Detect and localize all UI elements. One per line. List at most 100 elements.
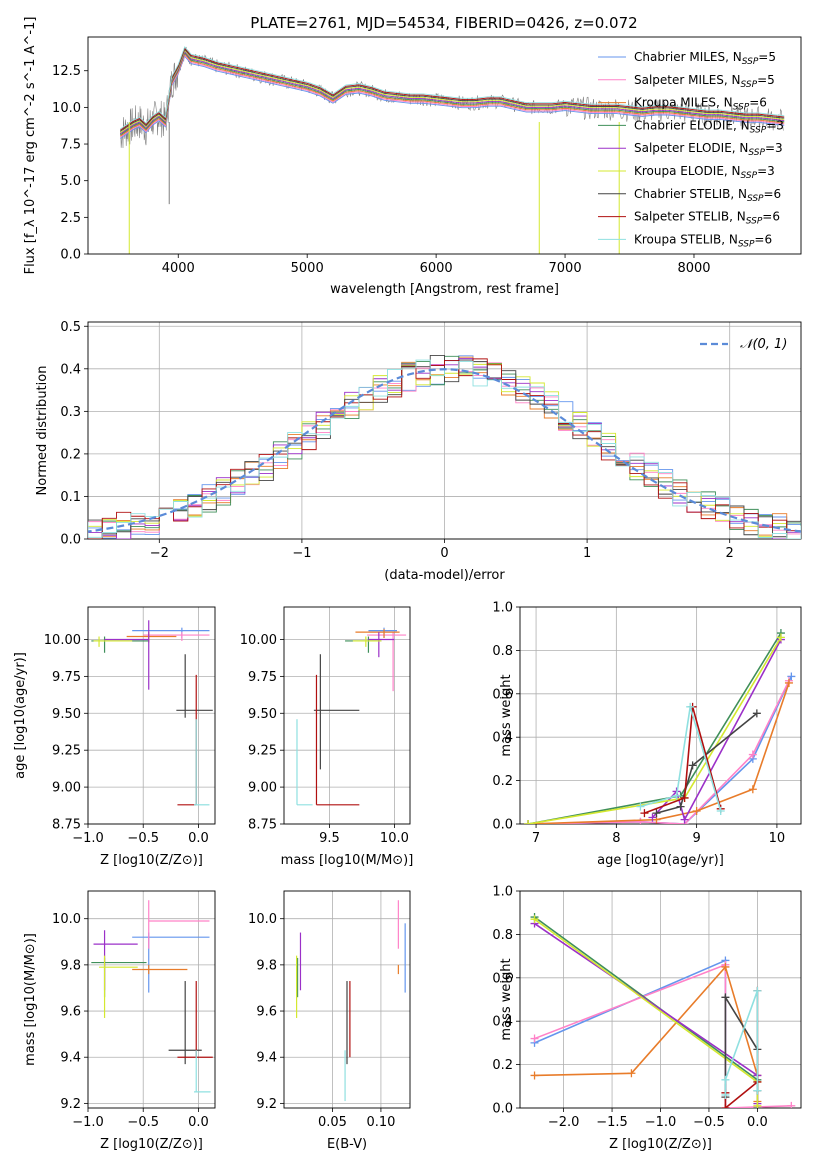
weight-marker [721, 1104, 730, 1108]
y-axis-label: Flux [f_λ 10^-17 erg cm^-2 s^-1 A^-1] [23, 17, 38, 275]
y-tick-label: 10.00 [240, 633, 277, 648]
y-tick-label: 0.2 [492, 1058, 513, 1073]
legend-subscript: SSP [750, 125, 767, 135]
y-tick-label: 0.8 [492, 644, 513, 659]
histogram-8 [88, 359, 801, 539]
weight-marker [721, 993, 730, 1002]
legend-subscript: SSP [748, 148, 765, 158]
weight-marker [672, 791, 681, 800]
weight-marker [686, 702, 695, 711]
y-tick-label: 9.8 [60, 958, 81, 973]
x-tick-label: −1.5 [596, 1115, 628, 1130]
y-tick-label: 9.25 [52, 744, 81, 759]
x-tick-label: 7 [532, 831, 540, 846]
panel-weight-vs-z: −2.0 −1.5 −1.0 −0.5 0.0 0.0 0.2 0.4 0.6 0.8 1.0 Z [… [492, 885, 802, 1152]
weight-marker [524, 820, 533, 824]
legend-count: =5 [757, 73, 775, 87]
weight-marker [636, 817, 645, 824]
legend-label: Salpeter STELIB, NSSP=6 [634, 210, 780, 227]
y-tick-label: 5.0 [60, 174, 81, 189]
x-axis-label: Z [log10(Z/Z⊙)] [609, 1137, 712, 1152]
weight-marker [680, 793, 689, 802]
legend-label: Chabrier STELIB, NSSP=6 [634, 187, 781, 204]
x-tick-label: 5000 [291, 261, 324, 276]
y-tick-label: 0.3 [60, 405, 81, 420]
x-tick-label: −2.0 [548, 1115, 580, 1130]
weight-marker [530, 1071, 539, 1080]
legend-subscript: SSP [747, 194, 764, 204]
y-tick-label: 0.0 [60, 533, 81, 548]
weight-marker [721, 1075, 730, 1084]
legend-series-name: Kroupa ELODIE, N [634, 164, 741, 178]
y-tick-label: 9.50 [248, 707, 277, 722]
x-tick-label: 8000 [677, 261, 710, 276]
y-tick-label: 10.0 [52, 912, 81, 927]
x-axis-label: age [log10(age/yr)] [597, 853, 724, 868]
weight-line-3 [527, 632, 782, 824]
y-tick-label: 0.6 [492, 971, 513, 986]
x-tick-label: 7000 [549, 261, 582, 276]
x-tick-label: 0.0 [188, 831, 209, 846]
weight-marker [748, 785, 757, 794]
x-tick-label: 1 [583, 546, 591, 561]
weight-marker [776, 633, 785, 642]
y-tick-label: 9.6 [256, 1005, 277, 1020]
error-bars [296, 900, 406, 1102]
legend-label: Kroupa ELODIE, NSSP=3 [634, 164, 775, 181]
legend-count: =6 [749, 96, 767, 110]
panel-age-vs-mass: 9.5 10.0 8.75 9.00 9.25 9.50 9.75 10.00 mass [lo… [240, 606, 413, 868]
legend-series-name: Kroupa STELIB, N [634, 232, 738, 246]
y-tick-label: 0.4 [492, 1015, 513, 1030]
y-tick-label: 0.2 [60, 447, 81, 462]
weight-marker [753, 1086, 762, 1095]
weight-marker [721, 1090, 730, 1099]
y-tick-label: 0.5 [60, 320, 81, 335]
x-axis-label: E(B-V) [327, 1137, 367, 1152]
legend-label: Kroupa MILES, NSSP=6 [634, 96, 767, 113]
legend-count: =6 [762, 210, 780, 224]
y-tick-label: 0.8 [492, 928, 513, 943]
model-spectrum-8 [119, 46, 785, 130]
legend-subscript: SSP [741, 80, 758, 90]
x-axis-label: wavelength [Angstrom, rest frame] [330, 282, 559, 297]
x-tick-label: 0.0 [747, 1115, 768, 1130]
x-tick-label: −2 [150, 546, 169, 561]
panel-spectrum: 4000 5000 6000 7000 8000 0.0 2.5 5.0 7.5 10.0 12.5… [23, 17, 802, 297]
legend-series-name: Chabrier MILES, N [634, 50, 742, 64]
y-tick-label: 12.5 [52, 64, 81, 79]
y-axis-label: age [log10(age/yr)] [13, 652, 28, 779]
legend-label: Chabrier MILES, NSSP=5 [634, 50, 776, 67]
x-tick-label: 0.10 [366, 1115, 395, 1130]
legend-series-name: Chabrier ELODIE, N [634, 118, 750, 132]
panel-residuals: −2 −1 0 1 2 0.0 0.1 0.2 0.3 0.4 0.5 𝒩(0, 1) (data-mo… [35, 320, 802, 583]
weight-marker [530, 915, 539, 924]
y-tick-label: 0.0 [492, 818, 513, 833]
y-tick-label: 9.4 [60, 1051, 81, 1066]
legend-series-name: Salpeter MILES, N [634, 73, 741, 87]
y-tick-label: 9.50 [52, 707, 81, 722]
y-tick-label: 10.00 [44, 633, 81, 648]
legend-count: =6 [754, 232, 772, 246]
x-tick-label: 6000 [420, 261, 453, 276]
weight-marker [784, 678, 793, 687]
weight-line-5 [527, 636, 782, 824]
legend-subscript: SSP [741, 171, 758, 181]
weight-marker [680, 815, 689, 824]
legend-series-name: Kroupa MILES, N [634, 96, 733, 110]
y-tick-label: 1.0 [492, 601, 513, 616]
x-tick-label: 10 [769, 831, 786, 846]
weight-marker [676, 802, 685, 811]
weight-marker [721, 962, 730, 971]
figure-title: PLATE=2761, MJD=54534, FIBERID=0426, z=0… [250, 14, 637, 32]
error-bars [91, 900, 213, 1093]
panel-mass-vs-z: −1.0 −0.5 0.0 9.2 9.4 9.6 9.8 10.0 Z [log10(Z/Z⊙… [23, 890, 216, 1152]
x-tick-label: 0.0 [188, 1115, 209, 1130]
weight-line-2 [534, 965, 759, 1102]
legend-subscript: SSP [746, 217, 763, 227]
legend-series-name: Chabrier STELIB, N [634, 187, 747, 201]
y-tick-label: 9.2 [60, 1097, 81, 1112]
weight-line-8 [640, 706, 722, 812]
x-tick-label: −0.5 [693, 1115, 725, 1130]
axes-frame [519, 606, 802, 825]
weight-marker [716, 806, 725, 815]
